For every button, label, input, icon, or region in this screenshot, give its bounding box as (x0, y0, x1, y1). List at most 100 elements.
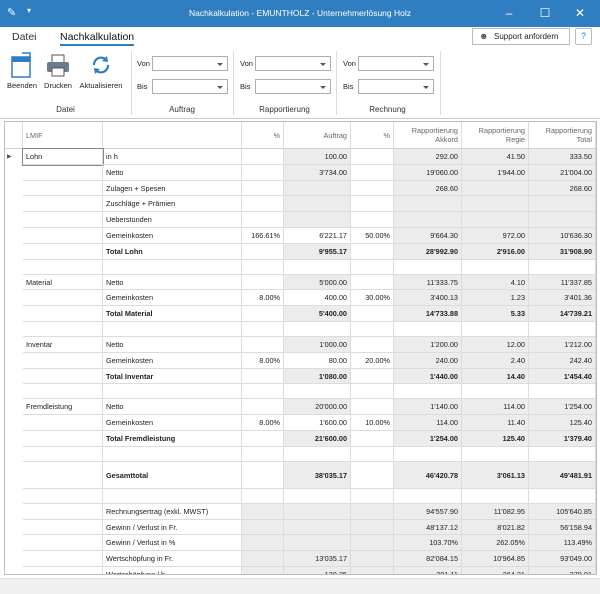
cell-pct2[interactable] (351, 180, 394, 197)
table-row[interactable]: Gemeinkosten 8.00% 80.00 20.00% 240.00 2.40 24… (5, 352, 596, 369)
cell-label[interactable]: Gemeinkosten (103, 290, 242, 307)
cell-pct2[interactable] (351, 503, 394, 520)
cell-auftrag[interactable] (284, 196, 351, 213)
cell-pct1[interactable]: 8.00% (242, 290, 284, 307)
cell-pct1[interactable] (242, 461, 284, 489)
cell-regie[interactable] (462, 212, 529, 228)
cell-cat[interactable] (23, 535, 103, 552)
cell-auftrag[interactable]: 130.35 (284, 567, 351, 574)
cell-cat[interactable] (23, 164, 103, 181)
cell-label[interactable]: Ueberstunden (103, 212, 242, 228)
cell-auftrag[interactable] (284, 180, 351, 197)
cell-total[interactable]: 1'212.00 (529, 337, 596, 353)
cell-pct1[interactable] (242, 368, 284, 385)
cell-total[interactable]: 125.40 (529, 415, 596, 431)
cell-label[interactable]: in h (103, 149, 242, 165)
header-auftrag[interactable]: Auftrag (284, 122, 351, 149)
rechnung-bis-combo[interactable] (358, 79, 434, 94)
cell-pct1[interactable]: 8.00% (242, 352, 284, 369)
rechnung-von-combo[interactable] (358, 56, 434, 71)
cell-regie[interactable]: 262.05% (462, 535, 529, 552)
table-row[interactable]: Gemeinkosten 8.00% 400.00 30.00% 3'400.13 1.2… (5, 290, 596, 307)
cell-pct1[interactable] (242, 149, 284, 165)
table-row[interactable]: Gewinn / Verlust in Fr. 48'137.12 8'021.82… (5, 519, 596, 536)
header-pct2[interactable]: % (351, 122, 394, 149)
cell-pct2[interactable] (351, 274, 394, 291)
cell-cat[interactable] (23, 196, 103, 213)
cell-auftrag[interactable]: 1'080.00 (284, 368, 351, 385)
cell-pct2[interactable] (351, 399, 394, 416)
cell-regie[interactable]: 2'916.00 (462, 243, 529, 260)
cell-pct2[interactable] (351, 149, 394, 165)
cell-regie[interactable]: 10'964.85 (462, 551, 529, 567)
table-row[interactable]: Material Netto 5'000.00 11'333.75 4.10 11'337… (5, 274, 596, 291)
cell-label[interactable]: Gemeinkosten (103, 415, 242, 431)
cell-regie[interactable]: 11'082.95 (462, 503, 529, 520)
cell-akkord[interactable]: 46'420.78 (394, 461, 462, 489)
cell-pct2[interactable]: 20.00% (351, 352, 394, 369)
cell-regie[interactable]: 41.50 (462, 149, 529, 165)
cell-cat[interactable] (23, 461, 103, 489)
table-row[interactable]: Zuschläge + Prämien (5, 196, 596, 213)
cell-auftrag[interactable]: 1'600.00 (284, 415, 351, 431)
cell-pct1[interactable] (242, 180, 284, 197)
cell-cat[interactable] (23, 180, 103, 197)
cell-pct2[interactable] (351, 551, 394, 567)
cell-akkord[interactable]: 1'140.00 (394, 399, 462, 416)
cell-cat[interactable] (23, 212, 103, 228)
cell-auftrag[interactable]: 21'600.00 (284, 431, 351, 447)
app-logo-icon[interactable]: ✎ (7, 7, 17, 19)
cell-regie[interactable]: 3'061.13 (462, 461, 529, 489)
cell-pct1[interactable] (242, 274, 284, 291)
cell-label[interactable]: Wertschöpfung / h (103, 567, 242, 574)
cell-total[interactable]: 333.50 (529, 149, 596, 165)
cell-regie[interactable]: 8'021.82 (462, 519, 529, 536)
cell-pct2[interactable] (351, 337, 394, 353)
cell-pct2[interactable]: 10.00% (351, 415, 394, 431)
cell-auftrag[interactable]: 5'400.00 (284, 306, 351, 322)
cell-cat[interactable]: Material (23, 274, 103, 291)
cell-cat[interactable] (23, 290, 103, 307)
cell-auftrag[interactable]: 80.00 (284, 352, 351, 369)
cell-pct2[interactable] (351, 431, 394, 447)
cell-total[interactable]: 56'158.94 (529, 519, 596, 536)
cell-pct2[interactable] (351, 306, 394, 322)
table-row[interactable]: Inventar Netto 1'000.00 1'200.00 12.00 1'212.… (5, 337, 596, 353)
cell-pct1[interactable] (242, 212, 284, 228)
cell-label[interactable]: Total Material (103, 306, 242, 322)
cell-total[interactable]: 279.01 (529, 567, 596, 574)
table-row[interactable]: Gemeinkosten 166.61% 6'221.17 50.00% 9'664.3… (5, 228, 596, 244)
table-row[interactable]: Total Fremdleistung 21'600.00 1'254.00 125.… (5, 431, 596, 447)
cell-auftrag[interactable]: 5'000.00 (284, 274, 351, 291)
cell-auftrag[interactable]: 9'955.17 (284, 243, 351, 260)
table-row[interactable]: Total Lohn 9'955.17 28'992.90 2'916.00 31'90… (5, 243, 596, 260)
cell-cat[interactable] (23, 352, 103, 369)
cell-total[interactable]: 105'640.85 (529, 503, 596, 520)
table-row[interactable]: Rechnungsertrag (exkl. MWST) 94'557.90 11'… (5, 503, 596, 520)
cell-regie[interactable]: 264.21 (462, 567, 529, 574)
cell-regie[interactable]: 14.40 (462, 368, 529, 385)
support-button[interactable]: ☻ Support anfordern (472, 28, 570, 45)
cell-total[interactable]: 242.40 (529, 352, 596, 369)
rapportierung-bis-combo[interactable] (255, 79, 331, 94)
cell-total[interactable]: 1'379.40 (529, 431, 596, 447)
table-row[interactable]: Wertschöpfung / h 130.35 281.11 264.21 279.0… (5, 567, 596, 574)
cell-pct2[interactable] (351, 567, 394, 574)
header-rapportierung-regie[interactable]: Rapportierung Regie (462, 122, 529, 149)
header-pct1[interactable]: % (242, 122, 284, 149)
cell-label[interactable]: Total Inventar (103, 368, 242, 385)
cell-regie[interactable]: 12.00 (462, 337, 529, 353)
table-row[interactable]: Gemeinkosten 8.00% 1'600.00 10.00% 114.00 11.… (5, 415, 596, 431)
tab-datei[interactable]: Datei (12, 31, 37, 43)
cell-pct1[interactable] (242, 567, 284, 574)
cell-akkord[interactable] (394, 196, 462, 213)
cell-pct2[interactable] (351, 243, 394, 260)
cell-akkord[interactable]: 28'992.90 (394, 243, 462, 260)
cell-pct1[interactable] (242, 164, 284, 181)
cell-cat[interactable]: Lohn (22, 148, 104, 166)
cell-label[interactable]: Netto (103, 399, 242, 416)
table-row[interactable]: Zulagen + Spesen 268.60 268.60 (5, 180, 596, 197)
cell-akkord[interactable]: 1'200.00 (394, 337, 462, 353)
cell-auftrag[interactable]: 100.00 (284, 149, 351, 165)
cell-cat[interactable] (23, 551, 103, 567)
